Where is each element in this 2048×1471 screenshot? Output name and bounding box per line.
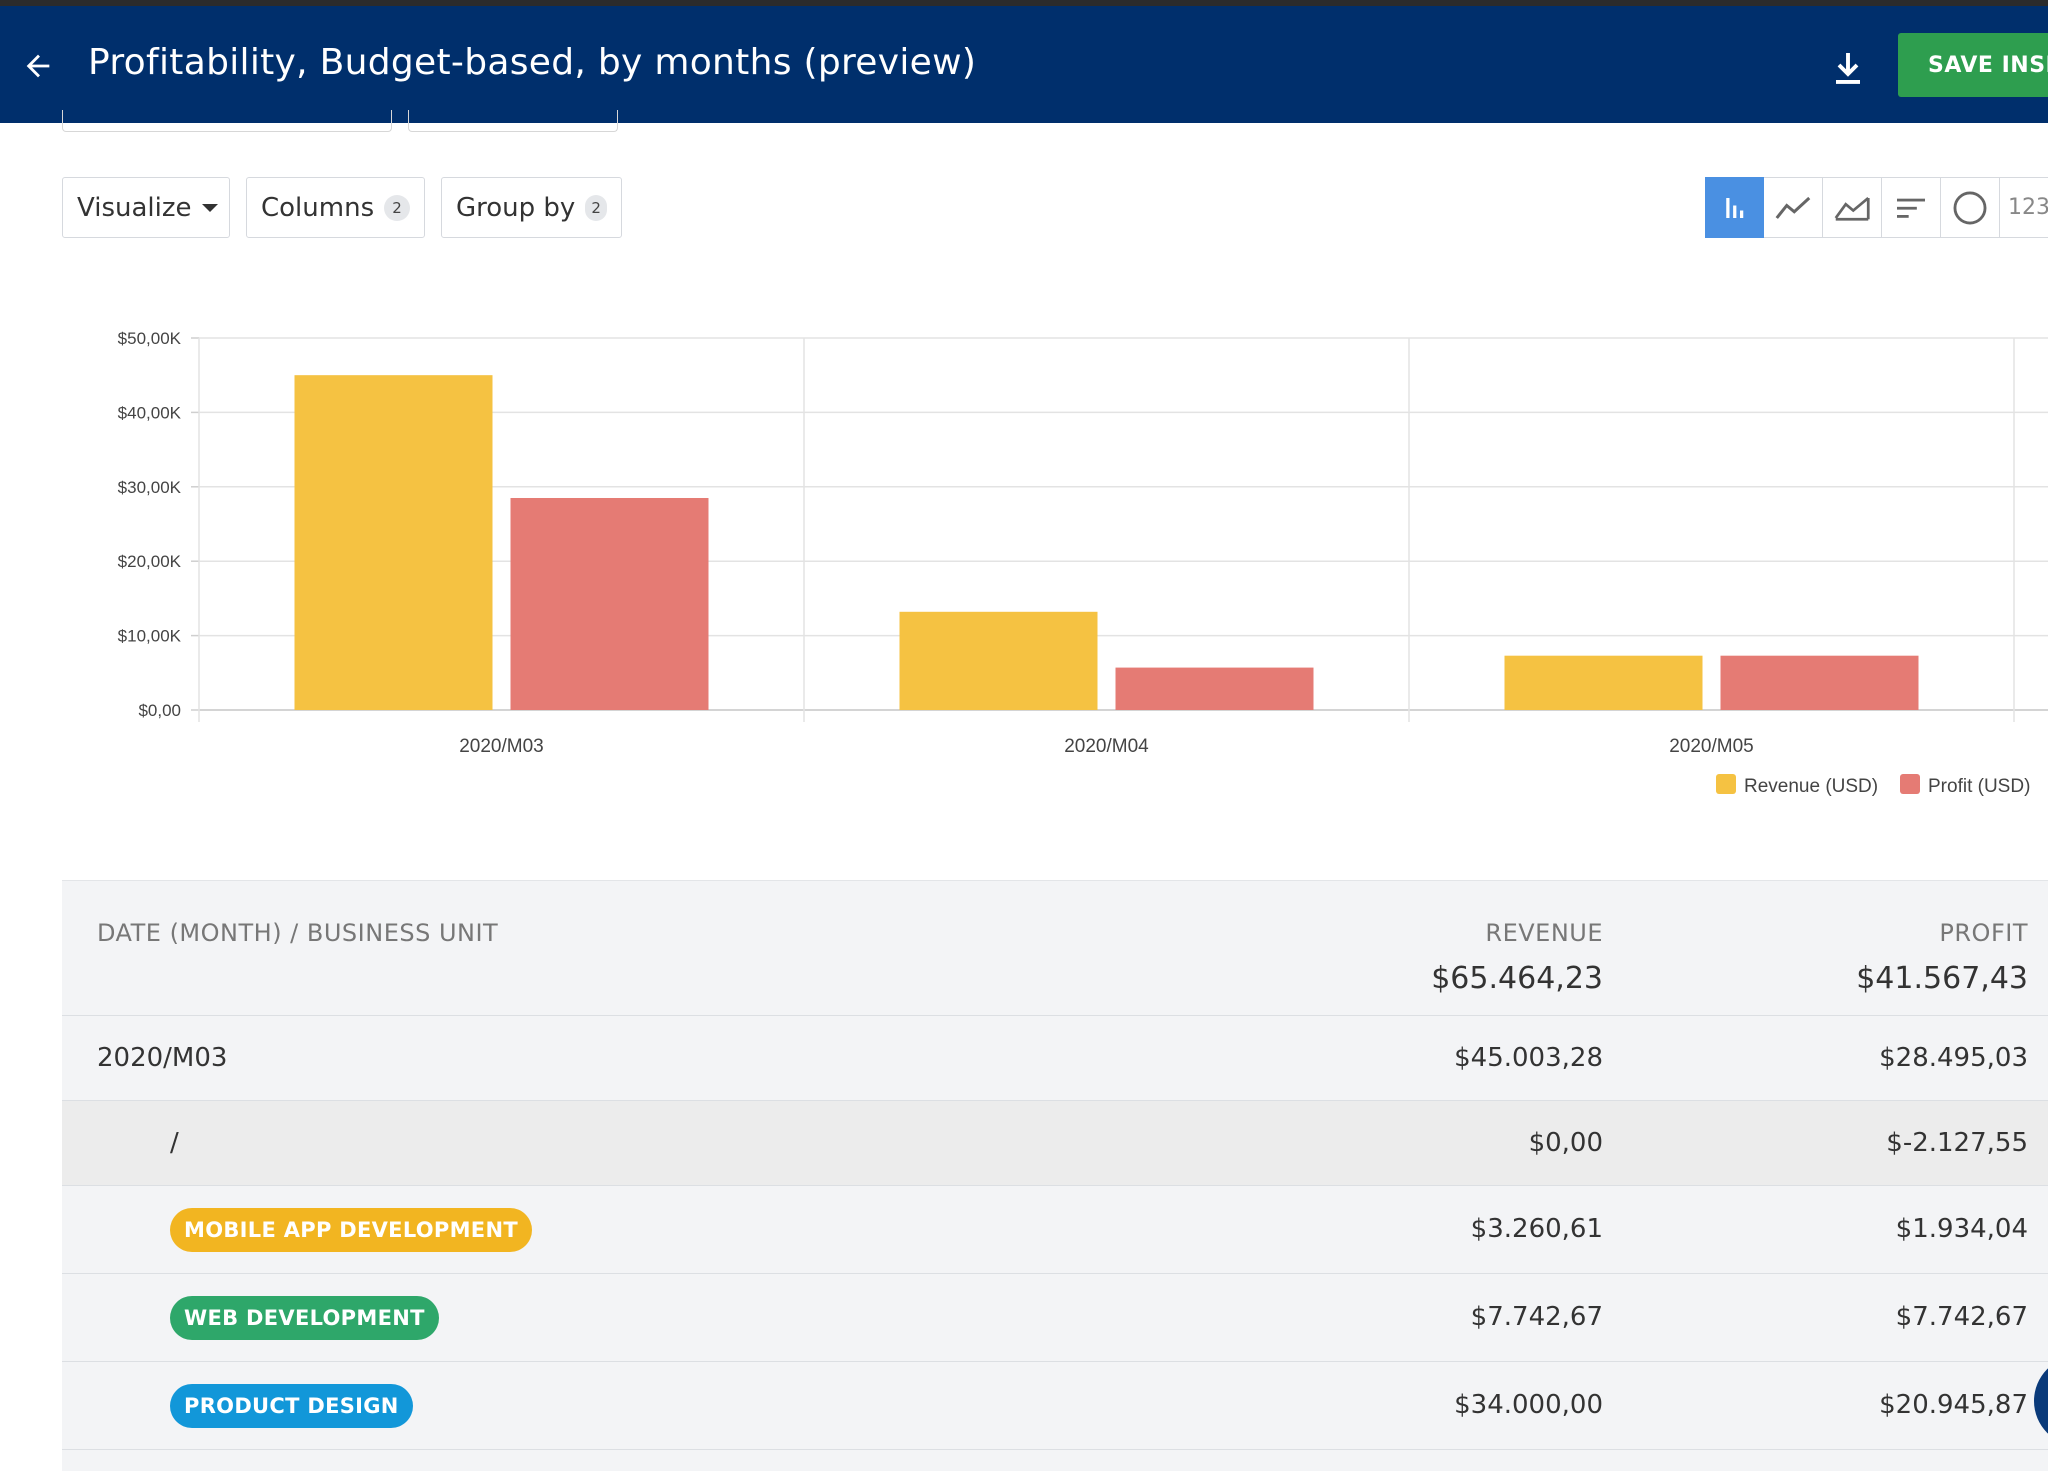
- bar-chart: $0,00 $10,00K $20,00K $30,00K $40,00K $50,00K…: [0, 300, 2048, 820]
- number-view-label: 123: [2008, 195, 2048, 220]
- row-profit: $20.945,87: [1879, 1390, 2028, 1420]
- x-tick-label: 2020/M03: [459, 736, 544, 757]
- bar-chart-svg: $0,00 $10,00K $20,00K $30,00K $40,00K $50,00K…: [118, 329, 2048, 797]
- table-row[interactable]: / $0,00 $-2.127,55: [62, 1101, 2048, 1186]
- filter-dropdown-1[interactable]: [62, 110, 392, 132]
- row-revenue: $3.260,61: [1470, 1214, 1603, 1244]
- business-unit-tag[interactable]: WEB DEVELOPMENT: [170, 1296, 439, 1340]
- chart-type-switcher: 123: [1705, 177, 2048, 238]
- row-revenue: $0,00: [1528, 1128, 1603, 1158]
- y-tick-label: $40,00K: [118, 403, 182, 422]
- page-title: Profitability, Budget-based, by months (…: [88, 42, 977, 83]
- area-chart-icon: [1834, 196, 1870, 221]
- bar-chart-button[interactable]: [1705, 177, 1764, 238]
- bar: [1504, 655, 1703, 710]
- row-revenue: $34.000,00: [1454, 1390, 1603, 1420]
- y-tick-label: $0,00: [138, 701, 181, 720]
- row-revenue: $7.742,67: [1470, 1302, 1603, 1332]
- table-row[interactable]: WEB DEVELOPMENT $7.742,67 $7.742,67: [62, 1274, 2048, 1362]
- y-tick-label: $10,00K: [118, 627, 182, 646]
- table-row[interactable]: 2020/M03 $45.003,28 $28.495,03: [62, 1016, 2048, 1101]
- filter-dropdown-2[interactable]: [408, 110, 618, 132]
- sort-list-icon: [1897, 198, 1925, 218]
- sort-list-button[interactable]: [1882, 177, 1941, 238]
- bar: [510, 497, 709, 710]
- row-profit: $-2.127,55: [1886, 1128, 2028, 1158]
- data-table: DATE (MONTH) / BUSINESS UNIT REVENUE PRO…: [62, 880, 2048, 1471]
- arrow-left-icon: [26, 54, 50, 78]
- columns-count-badge: 2: [384, 194, 410, 221]
- group-by-count-badge: 2: [585, 194, 607, 221]
- row-label: 2020/M03: [97, 1043, 228, 1073]
- legend-swatch: [1716, 774, 1736, 794]
- row-profit: $7.742,67: [1895, 1302, 2028, 1332]
- bar: [899, 611, 1098, 710]
- bar: [1720, 655, 1919, 710]
- visualize-dropdown[interactable]: Visualize: [62, 177, 230, 238]
- line-chart-button[interactable]: [1764, 177, 1823, 238]
- x-tick-label: 2020/M05: [1669, 736, 1754, 757]
- download-icon: [1836, 53, 1860, 84]
- y-tick-label: $20,00K: [118, 552, 182, 571]
- total-profit: $41.567,43: [1856, 961, 2028, 996]
- legend-swatch: [1900, 774, 1920, 794]
- column-header-profit[interactable]: PROFIT: [1939, 919, 2028, 947]
- pie-chart-button[interactable]: [1941, 177, 2000, 238]
- row-label: /: [170, 1128, 179, 1158]
- business-unit-tag[interactable]: MOBILE APP DEVELOPMENT: [170, 1208, 532, 1252]
- legend-label: Profit (USD): [1928, 776, 2030, 797]
- x-tick-label: 2020/M04: [1064, 736, 1149, 757]
- pie-chart-icon: [1953, 191, 1987, 224]
- row-revenue: $45.003,28: [1454, 1043, 1603, 1073]
- area-chart-button[interactable]: [1823, 177, 1882, 238]
- line-chart-icon: [1775, 196, 1811, 219]
- window-top-edge: [0, 0, 2048, 6]
- back-button[interactable]: [18, 46, 58, 86]
- row-profit: $28.495,03: [1879, 1043, 2028, 1073]
- total-revenue: $65.464,23: [1431, 961, 1603, 996]
- column-header-group[interactable]: DATE (MONTH) / BUSINESS UNIT: [97, 919, 499, 947]
- download-button[interactable]: [1828, 46, 1868, 90]
- column-header-revenue[interactable]: REVENUE: [1485, 919, 1603, 947]
- y-tick-label: $30,00K: [118, 478, 182, 497]
- legend-label: Revenue (USD): [1744, 776, 1878, 797]
- row-profit: $1.934,04: [1895, 1214, 2028, 1244]
- columns-label: Columns: [261, 192, 375, 223]
- header-bar: Profitability, Budget-based, by months (…: [0, 6, 2048, 123]
- save-insight-button[interactable]: SAVE INSIGHT: [1898, 33, 2048, 97]
- number-view-button[interactable]: 123: [2000, 177, 2048, 238]
- table-header-row: DATE (MONTH) / BUSINESS UNIT REVENUE PRO…: [62, 880, 2048, 1016]
- columns-button[interactable]: Columns 2: [246, 177, 425, 238]
- table-row[interactable]: PRODUCT DESIGN $34.000,00 $20.945,87: [62, 1362, 2048, 1450]
- y-tick-label: $50,00K: [118, 329, 182, 348]
- bar-chart-icon: [1725, 197, 1743, 218]
- bar: [1115, 667, 1314, 710]
- caret-down-icon: [201, 203, 218, 212]
- group-by-label: Group by: [456, 192, 576, 223]
- visualize-label: Visualize: [77, 192, 192, 223]
- bar: [294, 375, 493, 710]
- table-row[interactable]: MOBILE APP DEVELOPMENT $3.260,61 $1.934,…: [62, 1186, 2048, 1274]
- group-by-button[interactable]: Group by 2: [441, 177, 622, 238]
- business-unit-tag[interactable]: PRODUCT DESIGN: [170, 1384, 413, 1428]
